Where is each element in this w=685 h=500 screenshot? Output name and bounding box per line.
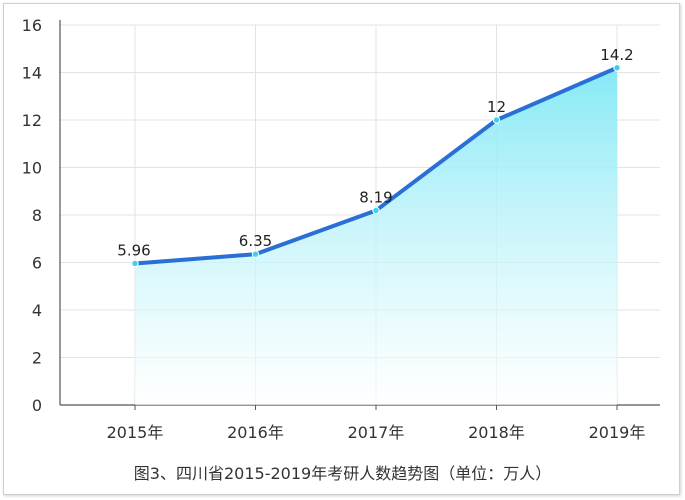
data-label: 14.2	[600, 46, 633, 64]
y-tick-label: 4	[32, 301, 42, 320]
y-tick-label: 12	[22, 111, 42, 130]
data-label: 12	[487, 98, 506, 116]
area-fill	[135, 67, 617, 405]
data-point	[372, 206, 380, 215]
x-tick-labels: 2015年 2016年 2017年 2018年 2019年	[107, 423, 646, 442]
y-tick-label: 6	[32, 254, 42, 273]
markers	[131, 64, 621, 268]
data-point	[251, 250, 260, 258]
data-label: 6.35	[239, 232, 272, 250]
y-tick-label: 10	[22, 159, 42, 178]
chart-caption: 图3、四川省2015-2019年考研人数趋势图（单位：万人）	[133, 464, 552, 483]
data-point	[492, 116, 501, 124]
x-tick-label: 2018年	[468, 423, 525, 442]
y-tick-label: 0	[32, 396, 42, 415]
y-tick-label: 8	[32, 206, 42, 225]
data-label: 5.96	[117, 241, 150, 259]
y-tick-labels: 0 2 4 6 8 10 12 14 16	[22, 16, 42, 415]
data-labels: 5.96 6.35 8.19 12 14.2	[117, 46, 633, 260]
x-tick-label: 2017年	[348, 423, 405, 442]
data-point	[613, 64, 621, 72]
x-tick-label: 2016年	[227, 423, 284, 442]
x-tick-label: 2019年	[589, 423, 646, 442]
data-point	[131, 259, 139, 268]
x-tick-label: 2015年	[107, 423, 164, 442]
data-label: 8.19	[359, 188, 392, 206]
series-area	[135, 67, 617, 405]
y-tick-label: 16	[22, 16, 42, 35]
y-tick-label: 14	[22, 64, 42, 83]
y-tick-label: 2	[32, 349, 42, 368]
